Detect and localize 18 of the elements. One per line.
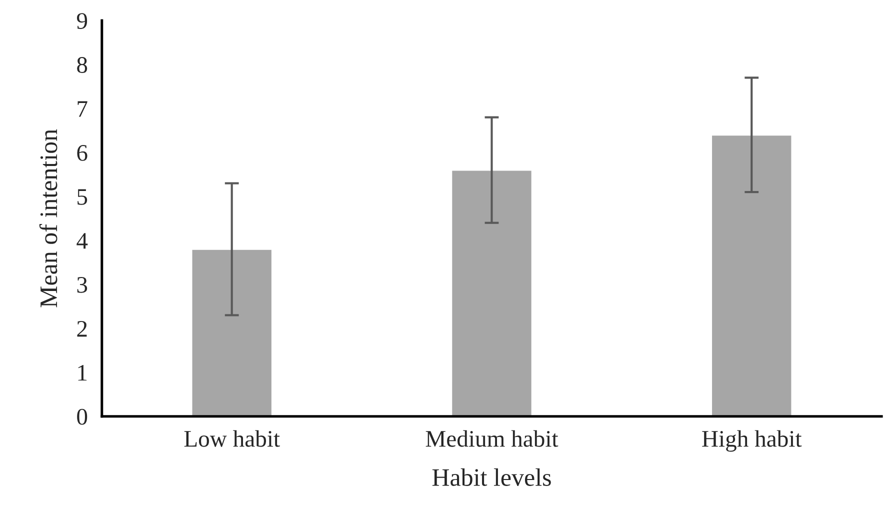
x-axis-title: Habit levels bbox=[432, 468, 551, 486]
y-tick-label: 0 bbox=[77, 408, 88, 425]
y-tick-label: 5 bbox=[78, 189, 88, 205]
x-tick-label: Low habit bbox=[184, 430, 280, 447]
y-tick-label: 4 bbox=[76, 233, 88, 249]
y-tick-label: 7 bbox=[78, 101, 88, 117]
bar bbox=[450, 169, 533, 416]
y-tick-label: 9 bbox=[76, 13, 88, 29]
y-tick-label: 3 bbox=[77, 276, 88, 293]
y-tick-label: 6 bbox=[77, 145, 88, 161]
y-tick-label: 2 bbox=[77, 320, 87, 337]
y-tick-label: 8 bbox=[77, 57, 88, 73]
bar bbox=[710, 134, 793, 416]
x-tick-label: Medium habit bbox=[426, 430, 558, 447]
y-axis-title: Mean of intention bbox=[39, 129, 58, 308]
y-tick-label: 1 bbox=[78, 364, 87, 381]
x-tick-label: High habit bbox=[702, 430, 802, 452]
bar bbox=[190, 248, 273, 416]
